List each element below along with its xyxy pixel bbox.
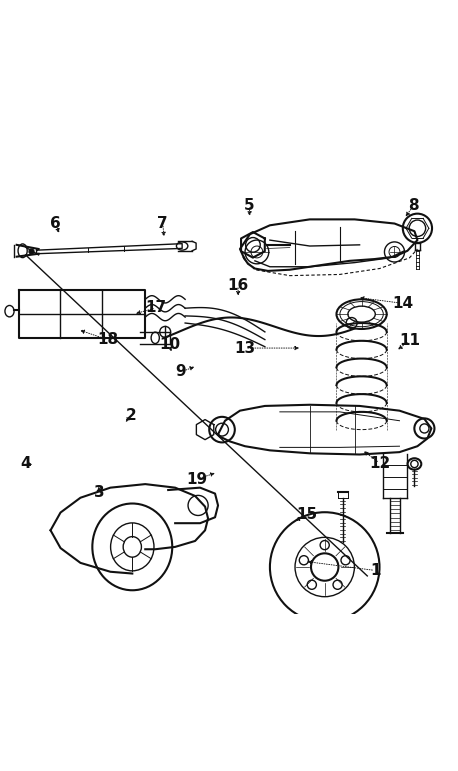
Text: 4: 4: [21, 456, 31, 470]
Text: 11: 11: [399, 333, 420, 348]
Text: 9: 9: [176, 365, 186, 379]
Text: 13: 13: [234, 341, 256, 355]
Text: 3: 3: [93, 485, 104, 500]
Text: 19: 19: [186, 472, 207, 487]
Text: 14: 14: [392, 296, 413, 311]
Text: 15: 15: [296, 507, 317, 522]
Text: 10: 10: [159, 337, 180, 352]
Text: 8: 8: [409, 197, 419, 213]
Text: 12: 12: [369, 456, 390, 470]
Text: 5: 5: [244, 197, 255, 213]
Text: 17: 17: [145, 301, 167, 315]
Text: 7: 7: [158, 216, 168, 231]
Text: 16: 16: [228, 278, 249, 292]
Text: 2: 2: [125, 408, 136, 423]
Text: 18: 18: [98, 332, 119, 348]
Text: 6: 6: [50, 216, 61, 231]
Text: 1: 1: [370, 563, 380, 578]
